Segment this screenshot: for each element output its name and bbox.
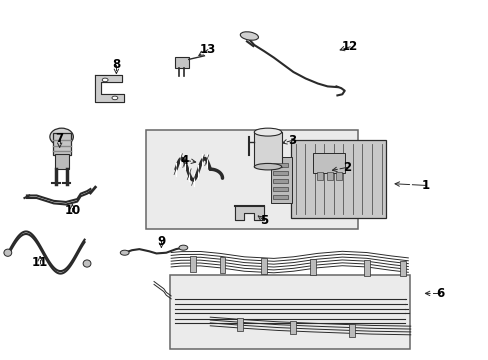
Bar	[336, 172, 342, 180]
Bar	[309, 259, 315, 275]
Text: 5: 5	[260, 214, 267, 227]
Bar	[254, 132, 281, 167]
Bar	[273, 163, 287, 167]
Ellipse shape	[4, 249, 12, 256]
Bar	[261, 258, 266, 274]
Ellipse shape	[254, 128, 281, 136]
Bar	[175, 57, 188, 68]
Ellipse shape	[112, 96, 118, 100]
Text: 2: 2	[343, 161, 350, 174]
Ellipse shape	[102, 78, 108, 82]
Ellipse shape	[240, 32, 258, 40]
Ellipse shape	[179, 245, 187, 250]
Bar	[290, 140, 386, 218]
Bar	[348, 324, 354, 337]
Bar	[271, 157, 291, 203]
Bar	[316, 172, 322, 180]
Ellipse shape	[83, 260, 91, 267]
Text: 4: 4	[181, 154, 188, 167]
Ellipse shape	[50, 128, 73, 145]
Bar	[236, 318, 242, 331]
Bar	[290, 321, 296, 334]
Bar	[219, 257, 225, 273]
Bar	[170, 275, 409, 349]
Text: 7: 7	[56, 132, 63, 145]
Bar	[363, 260, 369, 276]
Text: 13: 13	[199, 43, 216, 56]
Bar	[273, 187, 287, 191]
Bar	[400, 261, 406, 276]
Text: 1: 1	[421, 179, 428, 192]
Bar	[55, 154, 69, 169]
Bar	[312, 153, 344, 173]
Bar	[190, 256, 196, 272]
Text: 8: 8	[112, 58, 120, 71]
Polygon shape	[234, 206, 264, 220]
Polygon shape	[95, 75, 123, 102]
Bar	[53, 133, 71, 155]
Bar	[273, 195, 287, 199]
Bar	[273, 179, 287, 183]
Text: 3: 3	[288, 134, 296, 147]
Text: 12: 12	[341, 40, 358, 53]
Text: 10: 10	[64, 204, 81, 217]
Text: 9: 9	[157, 235, 165, 248]
Bar	[145, 130, 358, 229]
Ellipse shape	[120, 250, 129, 255]
Ellipse shape	[254, 163, 281, 170]
Bar	[326, 172, 332, 180]
Text: 6: 6	[435, 287, 443, 300]
Bar	[273, 171, 287, 175]
Text: 11: 11	[32, 256, 48, 269]
